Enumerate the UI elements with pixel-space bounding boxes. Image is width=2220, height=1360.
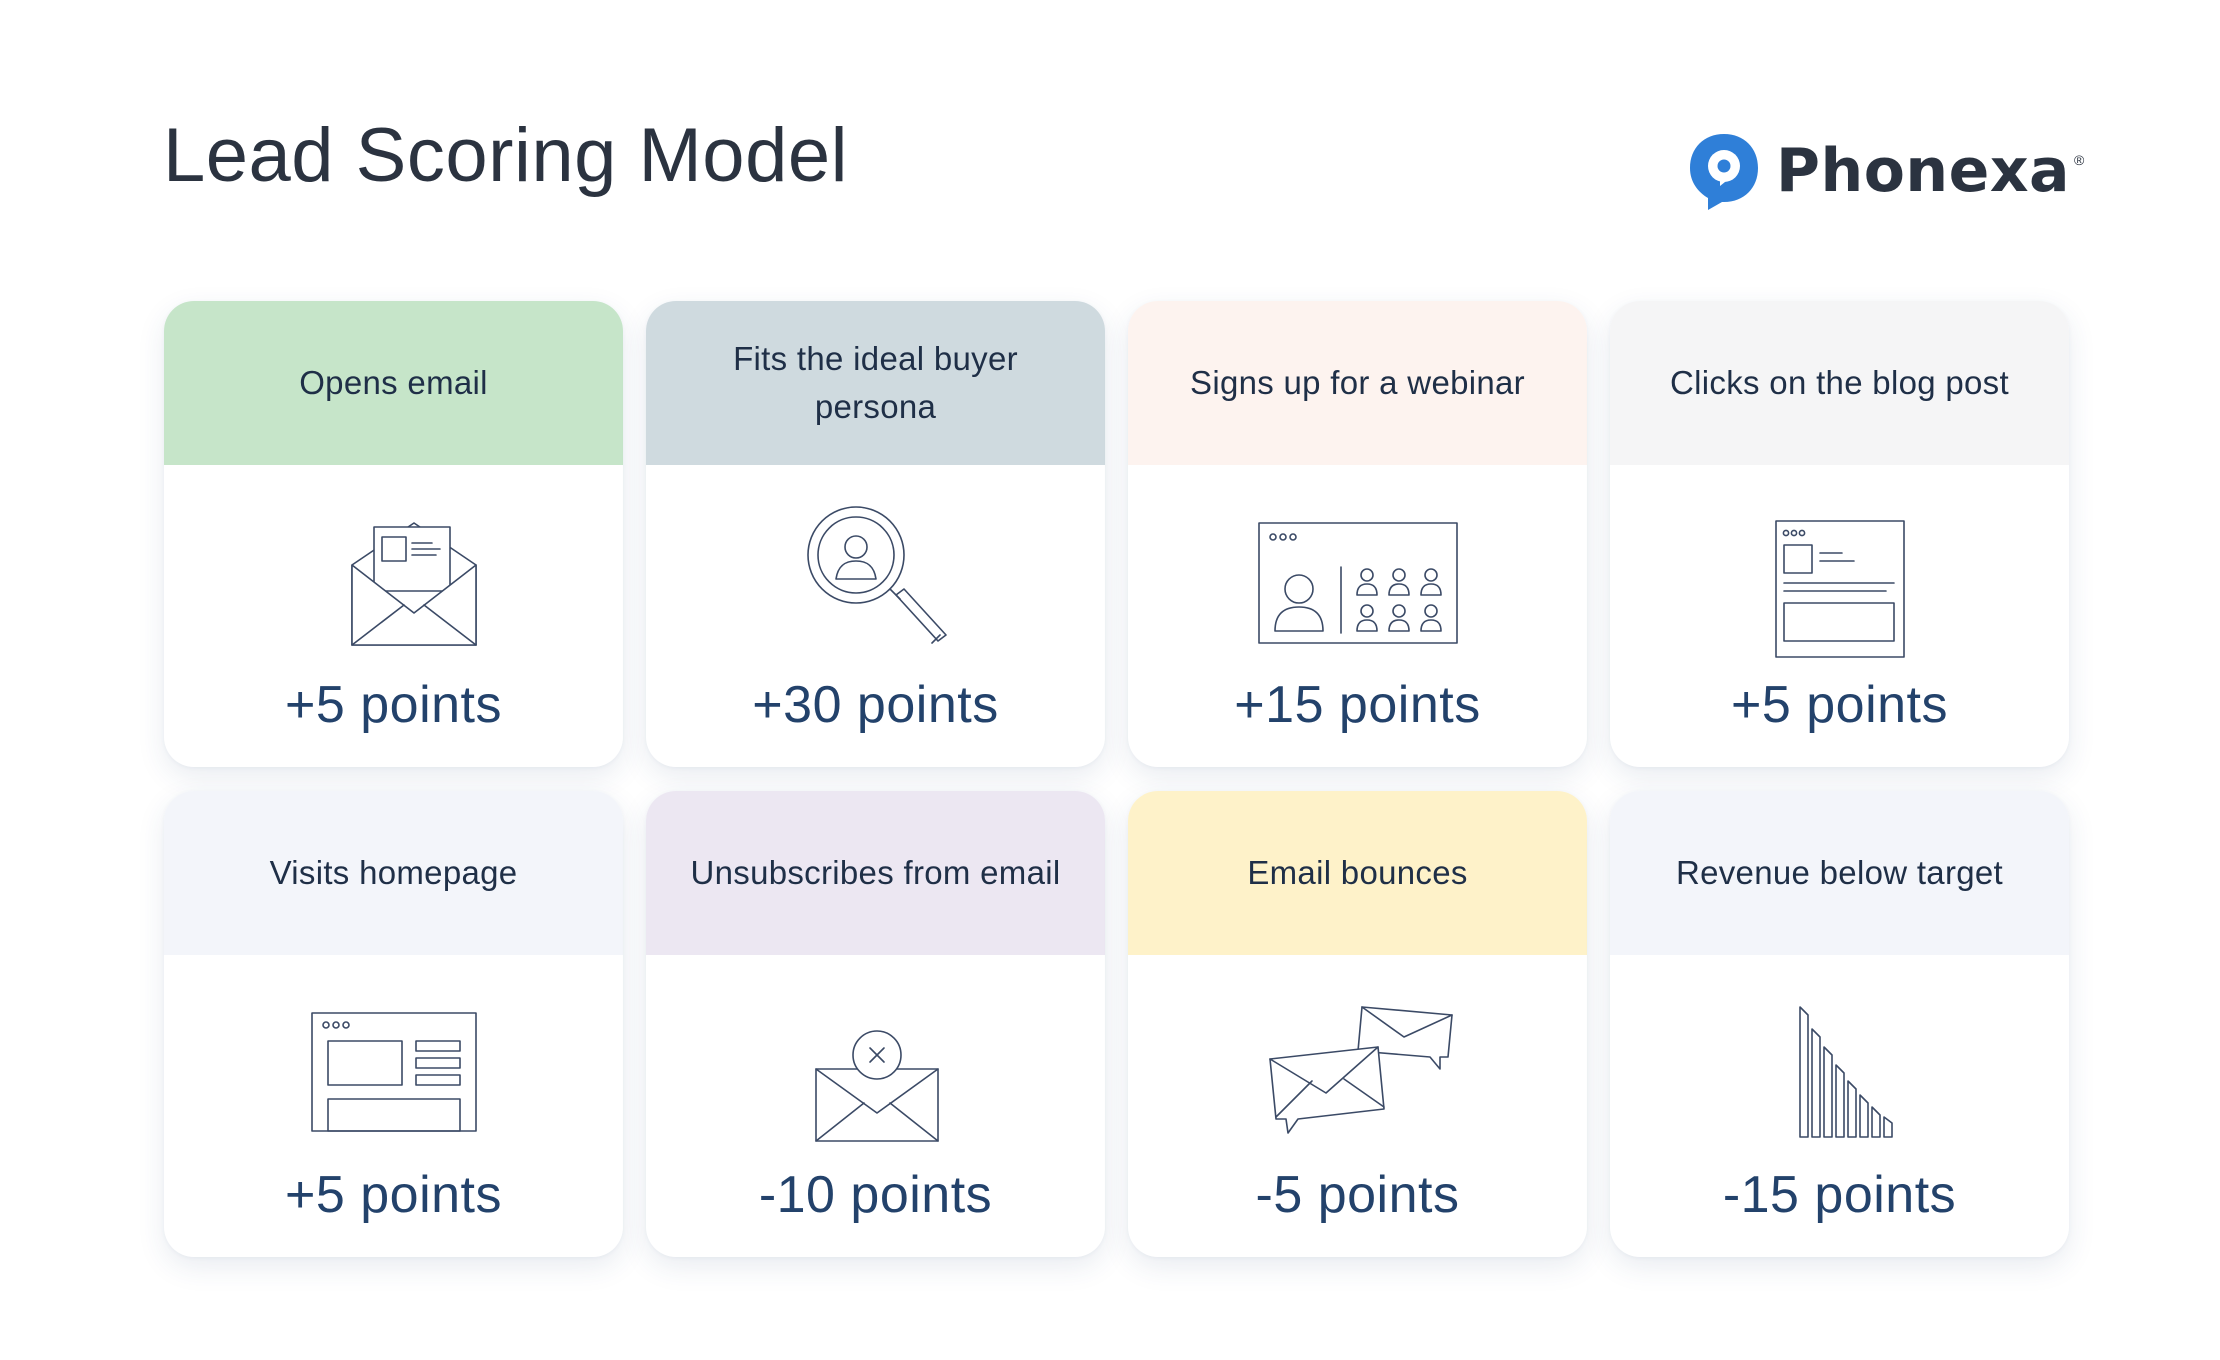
scoring-card: Signs up for a webinar [1128,301,1587,767]
card-header: Signs up for a webinar [1128,301,1587,465]
brand-logo: Phonexa ® [1686,130,2084,212]
brand-name: Phonexa [1776,136,2071,206]
registered-mark: ® [2074,152,2085,168]
card-points: +15 points [1234,676,1481,734]
scoring-card: Visits homepage +5 points [164,791,623,1257]
card-header: Visits homepage [164,791,623,955]
card-header: Revenue below target [1610,791,2069,955]
card-label: Clicks on the blog post [1670,364,2009,401]
card-body: +5 points [164,955,623,1257]
page-title: Lead Scoring Model [163,113,848,198]
webinar-screen-icon [1253,503,1463,663]
card-points: +30 points [752,676,999,734]
card-header: Opens email [164,301,623,465]
scoring-grid: Opens email +5 points Fits [164,301,2069,1257]
card-body: +5 points [1610,465,2069,767]
magnifier-person-icon [786,503,966,663]
open-envelope-icon [304,503,484,663]
card-header: Unsubscribes from email [646,791,1105,955]
card-header: Fits the ideal buyer persona [646,301,1105,465]
declining-bars-icon [1750,993,1930,1153]
scoring-card: Clicks on the blog post +5 points [1610,301,2069,767]
scoring-card: Revenue below target -15 points [1610,791,2069,1257]
card-body: -5 points [1128,955,1587,1257]
card-body: +5 points [164,465,623,767]
card-label: Opens email [299,364,488,401]
card-body: +30 points [646,465,1105,767]
card-label: Signs up for a webinar [1190,364,1525,401]
bouncing-envelopes-icon [1268,993,1453,1153]
card-header: Email bounces [1128,791,1587,955]
card-label: Unsubscribes from email [690,854,1061,891]
card-header: Clicks on the blog post [1610,301,2069,465]
scoring-card: Email bounces -5 points [1128,791,1587,1257]
card-label: Visits homepage [269,854,518,891]
card-body: -15 points [1610,955,2069,1257]
blog-page-icon [1750,503,1930,663]
card-label: Email bounces [1247,854,1468,891]
scoring-card: Fits the ideal buyer persona +30 points [646,301,1105,767]
phonexa-logo-icon [1690,134,1758,210]
card-points: -15 points [1722,1166,1957,1224]
card-points: +5 points [285,1166,502,1224]
card-body: -10 points [646,955,1105,1257]
envelope-x-icon [786,993,966,1153]
card-points: -5 points [1255,1166,1460,1224]
card-points: +5 points [285,676,502,734]
scoring-card: Opens email +5 points [164,301,623,767]
card-points: +5 points [1731,676,1948,734]
card-body: +15 points [1128,465,1587,767]
homepage-browser-icon [304,993,484,1153]
card-points: -10 points [758,1166,993,1224]
card-label: Fits the ideal buyer persona [733,340,1018,425]
scoring-card: Unsubscribes from email -10 points [646,791,1105,1257]
card-label: Revenue below target [1675,854,2004,891]
